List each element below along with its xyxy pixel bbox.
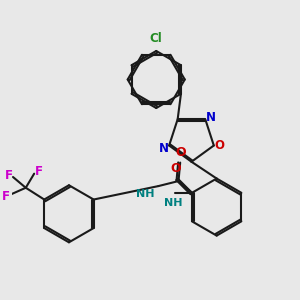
Text: F: F <box>2 190 10 203</box>
Text: NH: NH <box>136 189 154 200</box>
Text: N: N <box>206 111 216 124</box>
Text: O: O <box>215 139 225 152</box>
Text: F: F <box>5 169 13 182</box>
Text: Cl: Cl <box>150 32 163 45</box>
Text: O: O <box>175 146 185 159</box>
Text: N: N <box>159 142 169 155</box>
Text: O: O <box>171 161 181 175</box>
Text: NH: NH <box>164 198 183 208</box>
Text: F: F <box>35 166 43 178</box>
